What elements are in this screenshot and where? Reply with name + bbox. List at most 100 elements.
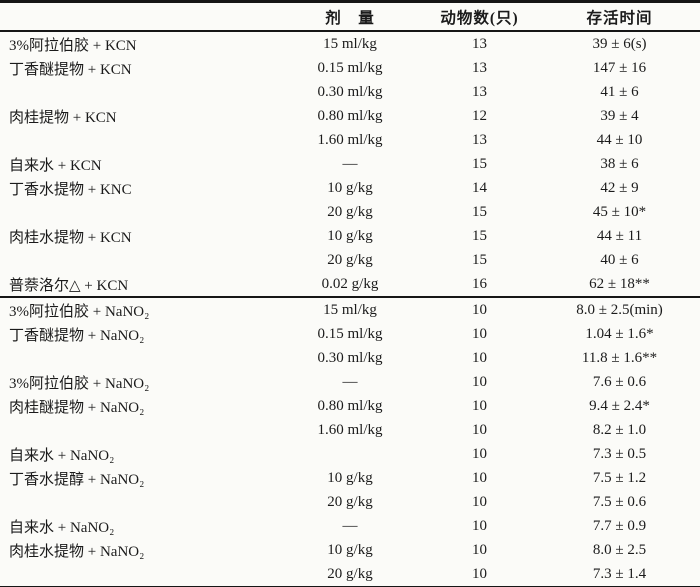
header-dose: 剂 量 — [280, 1, 420, 32]
survival-time-cell: 39 ± 4 — [600, 107, 639, 124]
table-row: 3%阿拉伯胶 + KCN 15 ml/kg 13 39 ± 6(s) — [0, 31, 700, 56]
survival-time-cell: 7.5 ± 0.6 — [592, 493, 647, 510]
group-cell: 肉桂水提物 + NaNO₂ — [9, 543, 145, 560]
dose-cell: 0.30 ml/kg — [317, 349, 383, 366]
table-row: 肉桂提物 + KCN 0.80 ml/kg 12 39 ± 4 — [0, 104, 700, 128]
animal-count-cell: 10 — [472, 565, 487, 582]
table-row: 自来水 + NaNO₂ 10 7.3 ± 0.5 — [0, 442, 700, 466]
survival-time-cell: 42 ± 9 — [600, 179, 639, 196]
dose-cell: 10 g/kg — [327, 469, 373, 486]
table-row: 1.60 ml/kg 13 44 ± 10 — [0, 128, 700, 152]
table-row: 3%阿拉伯胶 + NaNO₂ — 10 7.6 ± 0.6 — [0, 370, 700, 394]
group-cell: 丁香水提物 + KNC — [9, 181, 132, 198]
header-group — [0, 1, 280, 32]
animal-count-cell: 15 — [472, 227, 487, 244]
group-cell: 丁香醚提物 + NaNO₂ — [9, 327, 145, 344]
animal-count-cell: 10 — [472, 517, 487, 534]
dose-cell: 20 g/kg — [327, 203, 373, 220]
animal-count-cell: 16 — [420, 272, 539, 298]
animal-count-cell: 10 — [472, 493, 487, 510]
survival-time-cell: 11.8 ± 1.6** — [581, 349, 658, 366]
header-survival-time: 存活时间 — [539, 1, 700, 32]
table-row: 丁香醚提物 + KCN 0.15 ml/kg 13 147 ± 16 — [0, 56, 700, 80]
table-row: 20 g/kg 10 7.5 ± 0.6 — [0, 490, 700, 514]
group-cell — [0, 80, 280, 104]
dose-cell — [280, 442, 420, 466]
dose-cell: 0.30 ml/kg — [317, 83, 383, 100]
survival-time-cell: 8.2 ± 1.0 — [592, 421, 647, 438]
dose-cell: 0.80 ml/kg — [317, 107, 383, 124]
dose-cell: 10 g/kg — [327, 179, 373, 196]
survival-time-cell: 39 ± 6(s) — [592, 35, 647, 52]
group-cell: 丁香醚提物 + KCN — [9, 61, 132, 78]
animal-count-cell: 10 — [472, 325, 487, 342]
survival-time-cell: 7.3 ± 0.5 — [592, 445, 647, 462]
table-header: 剂 量 动物数(只) 存活时间 — [0, 1, 700, 32]
group-cell — [0, 200, 280, 224]
survival-time-cell: 8.0 ± 2.5 — [592, 541, 647, 558]
group-cell — [0, 418, 280, 442]
survival-time-cell: 40 ± 6 — [600, 251, 639, 268]
survival-time-cell: 45 ± 10* — [592, 203, 647, 220]
dose-cell: 0.15 ml/kg — [317, 325, 383, 342]
survival-time-cell: 41 ± 6 — [600, 83, 639, 100]
survival-time-cell: 44 ± 10 — [596, 131, 643, 148]
animal-count-cell: 10 — [472, 469, 487, 486]
group-cell: 自来水 + NaNO₂ — [9, 447, 115, 464]
group-cell — [0, 346, 280, 370]
group-cell: 丁香水提醇 + NaNO₂ — [9, 471, 145, 488]
survival-time-cell: 7.6 ± 0.6 — [592, 373, 647, 390]
survival-time-cell: 38 ± 6 — [600, 155, 639, 172]
dose-cell: — — [342, 155, 358, 172]
table-row: 自来水 + KCN — 15 38 ± 6 — [0, 152, 700, 176]
animal-count-cell: 10 — [472, 421, 487, 438]
dose-cell: 15 ml/kg — [323, 35, 377, 52]
header-animal-count: 动物数(只) — [420, 1, 539, 32]
animal-count-cell: 10 — [472, 445, 487, 462]
dose-cell: 0.02 g/kg — [280, 272, 420, 298]
dose-cell: 10 g/kg — [327, 541, 373, 558]
survival-time-cell: 44 ± 11 — [596, 227, 643, 244]
dose-cell: 20 g/kg — [327, 493, 373, 510]
dose-cell: 15 ml/kg — [323, 301, 377, 318]
survival-time-cell: 147 ± 16 — [592, 59, 647, 76]
table-row: 0.30 ml/kg 10 11.8 ± 1.6** — [0, 346, 700, 370]
group-cell — [0, 562, 280, 587]
survival-time-cell: 62 ± 18** — [539, 272, 700, 298]
survival-time-cell: 9.4 ± 2.4* — [589, 397, 650, 414]
survival-time-cell: 1.04 ± 1.6* — [585, 325, 654, 342]
table-row: 自来水 + NaNO₂ — 10 7.7 ± 0.9 — [0, 514, 700, 538]
group-cell: 肉桂醚提物 + NaNO₂ — [9, 399, 145, 416]
dose-cell: 1.60 ml/kg — [317, 421, 383, 438]
group-cell: 肉桂提物 + KCN — [9, 109, 117, 126]
animal-count-cell: 14 — [472, 179, 487, 196]
group-cell: 3%阿拉伯胶 + KCN — [9, 37, 137, 54]
group-cell: 普萘洛尔△ + KCN — [0, 272, 280, 298]
animal-count-cell: 13 — [472, 35, 487, 52]
header-row: 剂 量 动物数(只) 存活时间 — [0, 1, 700, 32]
table-row: 普萘洛尔△ + KCN 0.02 g/kg 16 62 ± 18** — [0, 272, 700, 298]
table-row: 肉桂水提物 + KCN 10 g/kg 15 44 ± 11 — [0, 224, 700, 248]
survival-time-cell: 8.0 ± 2.5(min) — [576, 301, 663, 318]
animal-count-cell: 15 — [472, 203, 487, 220]
table-row: 20 g/kg 15 40 ± 6 — [0, 248, 700, 272]
table-row: 肉桂醚提物 + NaNO₂ 0.80 ml/kg 10 9.4 ± 2.4* — [0, 394, 700, 418]
dose-cell: 1.60 ml/kg — [317, 131, 383, 148]
survival-time-cell: 7.7 ± 0.9 — [592, 517, 647, 534]
animal-count-cell: 15 — [472, 251, 487, 268]
group-cell: 3%阿拉伯胶 + NaNO₂ — [9, 303, 150, 320]
dose-cell: — — [342, 517, 358, 534]
table-row: 20 g/kg 10 7.3 ± 1.4 — [0, 562, 700, 587]
survival-time-cell: 7.3 ± 1.4 — [592, 565, 647, 582]
table-body: 3%阿拉伯胶 + KCN 15 ml/kg 13 39 ± 6(s) 丁香醚提物 + K… — [0, 31, 700, 587]
dose-cell: 10 g/kg — [327, 227, 373, 244]
group-cell: 肉桂水提物 + KCN — [9, 229, 132, 246]
table-row: 肉桂水提物 + NaNO₂ 10 g/kg 10 8.0 ± 2.5 — [0, 538, 700, 562]
animal-count-cell: 10 — [472, 349, 487, 366]
dose-cell: 0.80 ml/kg — [317, 397, 383, 414]
dose-cell: 20 g/kg — [327, 565, 373, 582]
table-row: 20 g/kg 15 45 ± 10* — [0, 200, 700, 224]
animal-count-cell: 10 — [472, 301, 487, 318]
